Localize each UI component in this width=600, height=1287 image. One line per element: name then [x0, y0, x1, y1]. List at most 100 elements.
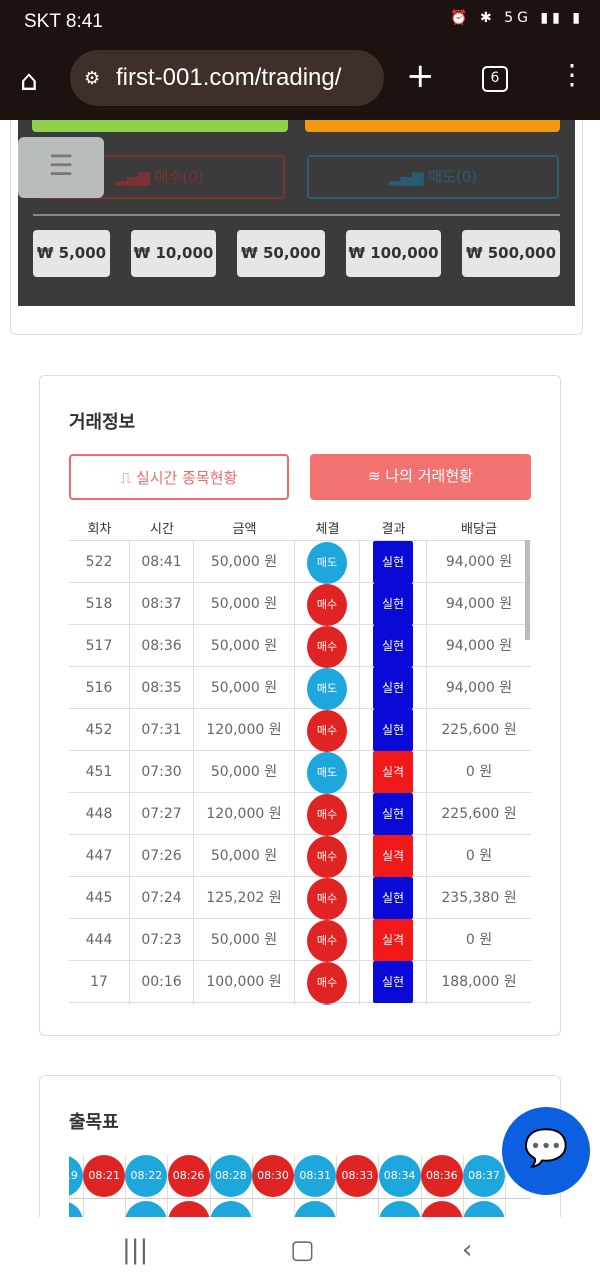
history-mark: 08:33: [336, 1155, 379, 1197]
cell: 매도: [295, 541, 360, 584]
result-badge: 실현: [373, 709, 413, 751]
history-mark: 08:31: [294, 1155, 337, 1197]
home-icon[interactable]: ⌂: [20, 64, 38, 97]
browser-toolbar: ⌂ ⚙ first-001.com/trading/ + 6 ⋮: [0, 44, 600, 120]
side-badge: 매수: [307, 878, 347, 920]
grid-line: [209, 1155, 211, 1217]
history-mark: [463, 1201, 505, 1217]
green-bar: [32, 120, 288, 132]
cell: 07:30: [130, 751, 194, 793]
history-grid: 08:1908:2108:2208:2608:2808:3008:3108:33…: [69, 1155, 531, 1217]
cell: 07:31: [130, 709, 194, 751]
cell: 50,000 원: [194, 541, 295, 583]
hamburger-menu-icon[interactable]: ☰: [18, 137, 104, 198]
table-row: 448 07:27 120,000 원 매수 실현 225,600 원: [69, 793, 531, 836]
cell: 매수: [295, 583, 360, 626]
grid-line: [251, 1155, 253, 1217]
cell-text: 125,202 원: [206, 890, 282, 906]
cell: 08:36: [130, 625, 194, 667]
side-badge: 매수: [307, 710, 347, 752]
cell: 실현: [360, 961, 427, 1003]
cell: 518: [69, 583, 130, 625]
amount-button[interactable]: ₩ 5,000: [33, 230, 110, 277]
grid-line: [167, 1155, 169, 1217]
table-scrollbar[interactable]: [525, 540, 530, 640]
cell: 실현: [360, 541, 427, 583]
table-row: 444 07:23 50,000 원 매수 실격 0 원: [69, 919, 531, 962]
tab-switcher-button[interactable]: 6: [482, 66, 508, 92]
cell: [69, 1003, 130, 1005]
cell: 0 원: [427, 919, 531, 961]
cell: 50,000 원: [194, 919, 295, 961]
grid-line: [420, 1155, 422, 1217]
history-mark: 08:21: [83, 1155, 126, 1197]
cell: 매수: [295, 961, 360, 1004]
cell: 448: [69, 793, 130, 835]
site-settings-icon[interactable]: ⚙: [84, 68, 101, 88]
cell-text: 447: [85, 848, 113, 864]
side-badge: 매수: [307, 920, 347, 962]
chat-button[interactable]: 💬: [502, 1107, 590, 1195]
cell: 225,600 원: [427, 709, 531, 751]
trade-info-title: 거래정보: [69, 412, 136, 433]
cell: 125,202 원: [194, 877, 295, 919]
grid-line: [125, 1155, 127, 1217]
sell-label: 매도(0): [428, 168, 478, 186]
tab-realtime[interactable]: ⎍ 실시간 종목현황: [69, 454, 289, 500]
table-row: 매도: [69, 1003, 531, 1005]
trade-table[interactable]: 522 08:41 50,000 원 매도 실현 94,000 원 518 08:37 50,0…: [69, 540, 531, 1005]
cell: 0 원: [427, 835, 531, 877]
android-nav-bar: ||| ▢ ‹: [0, 1217, 600, 1287]
cell: 445: [69, 877, 130, 919]
cell-text: 08:35: [141, 680, 182, 696]
cell-text: 07:30: [141, 764, 182, 780]
cell-text: 0 원: [465, 932, 493, 948]
cell-text: 225,600 원: [441, 722, 517, 738]
tab-my-trades-label: 나의 거래현황: [385, 467, 473, 485]
back-icon[interactable]: ‹: [462, 1235, 473, 1265]
cell-text: 188,000 원: [441, 974, 517, 990]
home-nav-icon[interactable]: ▢: [290, 1235, 315, 1265]
cell: 17: [69, 961, 130, 1003]
amount-button[interactable]: ₩ 500,000: [462, 230, 560, 277]
result-badge: 실현: [373, 541, 413, 583]
cell-text: 0 원: [465, 848, 493, 864]
col-header: 회차: [87, 522, 112, 537]
cell: 07:27: [130, 793, 194, 835]
grid-line: [69, 1198, 531, 1199]
cell-text: 17: [90, 974, 108, 990]
amount-button[interactable]: ₩ 50,000: [237, 230, 325, 277]
cell: 매수: [295, 625, 360, 668]
side-badge: 매수: [307, 584, 347, 626]
more-menu-icon[interactable]: ⋮: [558, 58, 586, 91]
cell: 매도: [295, 1003, 360, 1005]
history-mark: [125, 1201, 168, 1217]
cell: 실현: [360, 583, 427, 625]
amount-button[interactable]: ₩ 10,000: [131, 230, 216, 277]
tab-my-trades[interactable]: ≋ 나의 거래현황: [310, 454, 531, 500]
recents-icon[interactable]: |||: [122, 1235, 149, 1265]
sell-button[interactable]: ▂▄▆ 매도(0): [307, 155, 559, 199]
table-row: 452 07:31 120,000 원 매수 실현 225,600 원: [69, 709, 531, 752]
result-badge: 실현: [373, 625, 413, 667]
new-tab-icon[interactable]: +: [406, 56, 435, 96]
table-row: 447 07:26 50,000 원 매수 실격 0 원: [69, 835, 531, 878]
cell-text: 94,000 원: [445, 554, 513, 570]
cell: 451: [69, 751, 130, 793]
grid-line: [462, 1155, 464, 1217]
cell: 매수: [295, 793, 360, 836]
result-badge: 실격: [373, 751, 413, 793]
side-badge: 매도: [307, 542, 347, 584]
url-text: first-001.com/trading/: [116, 64, 342, 91]
cell: 07:23: [130, 919, 194, 961]
cell: 50,000 원: [194, 583, 295, 625]
cell: 225,600 원: [427, 793, 531, 835]
orange-bar: [305, 120, 560, 132]
address-bar[interactable]: ⚙ first-001.com/trading/: [70, 50, 384, 106]
result-badge: 실격: [373, 919, 413, 961]
amount-button[interactable]: ₩ 100,000: [346, 230, 441, 277]
cell-text: 0 원: [465, 764, 493, 780]
cell-text: 07:24: [141, 890, 182, 906]
history-mark: [378, 1201, 421, 1217]
cell: 08:41: [130, 541, 194, 583]
